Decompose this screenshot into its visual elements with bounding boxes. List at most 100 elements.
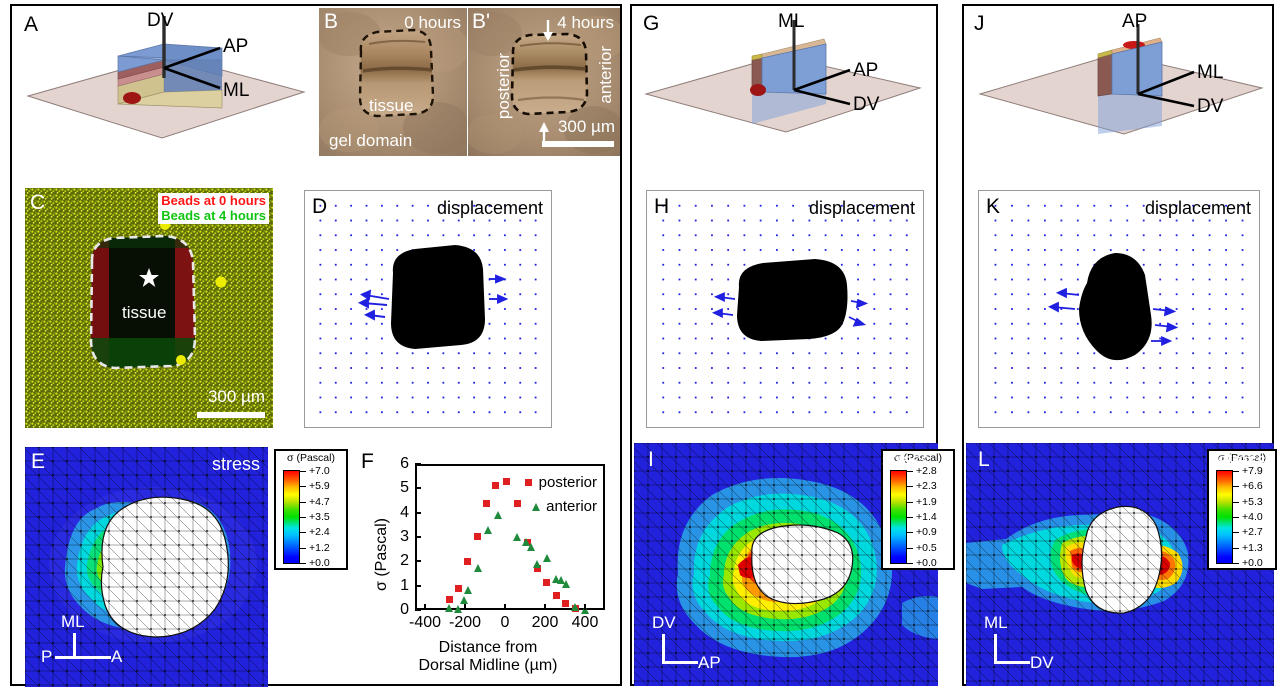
y-tick — [415, 560, 421, 563]
colorbar-label: +2.8 — [916, 465, 937, 477]
colorbar-label: +1.2 — [309, 541, 330, 554]
colorbar-tick — [1233, 471, 1239, 472]
panel-c-legend-green: Beads at 4 hours — [161, 207, 266, 223]
panel-j-axis-dv: DV — [1197, 96, 1224, 117]
colorbar-tick — [300, 547, 306, 549]
datapoint-posterior — [464, 558, 472, 566]
panel-c-image — [25, 188, 273, 428]
panel-e-stress: E stress ML P A — [25, 447, 268, 687]
datapoint-anterior — [542, 553, 551, 562]
datapoint-anterior — [552, 574, 561, 583]
panel-e-label: E — [31, 450, 46, 473]
panel-a-schematic: A DV AP ML — [14, 8, 314, 168]
panel-e-axis-p: P — [41, 647, 53, 666]
panel-f-legend-anterior: anterior — [532, 498, 597, 515]
y-tick-label: 0 — [400, 601, 409, 618]
colorbar-label: +6.6 — [1242, 480, 1263, 493]
colorbar-label: +7.9 — [1242, 465, 1263, 477]
colorbar-tick — [1233, 547, 1239, 549]
panel-c-label: C — [30, 191, 46, 214]
panel-f-legend-posterior: posterior — [524, 474, 597, 491]
panel-bprime-anterior-label: anterior — [596, 46, 615, 104]
colorbar-label: +0.9 — [916, 526, 937, 539]
datapoint-anterior — [580, 606, 589, 615]
y-tick-label: 1 — [400, 576, 409, 594]
x-tick-label: -200 — [448, 614, 482, 631]
x-tick-label: 400 — [571, 614, 599, 631]
panel-l-axis-indicator: ML DV — [984, 614, 1068, 674]
datapoint-posterior — [482, 500, 490, 508]
panel-g-axis-ap: AP — [853, 60, 879, 81]
colorbar-tick — [907, 501, 913, 503]
panel-f-scatter: F posterior anterior 0 1 2 3 4 5 6 -400 -200 0 20… — [357, 449, 619, 687]
colorbar-e-gradient — [283, 470, 300, 564]
colorbar-label: +0.0 — [1242, 557, 1263, 569]
colorbar-tick — [300, 517, 306, 518]
panel-c-scalebar — [197, 412, 265, 418]
colorbar-l-gradient — [1216, 470, 1233, 564]
colorbar-tick — [1233, 517, 1239, 518]
panel-j-axis-ml: ML — [1197, 62, 1224, 83]
colorbar-tick — [300, 532, 306, 534]
panel-b-label: B — [324, 10, 339, 33]
panel-k-title: displacement — [1144, 198, 1251, 218]
y-tick — [415, 463, 421, 465]
x-tick — [584, 604, 586, 610]
colorbar-label: +5.9 — [309, 480, 330, 493]
colorbar-tick — [907, 471, 913, 472]
colorbar-i-title: σ (Pascal) — [894, 452, 942, 464]
panel-i-axis-dv: DV — [652, 613, 676, 632]
panel-a-label: A — [24, 13, 39, 36]
panel-d-label: D — [312, 195, 328, 218]
panel-d-vectorfield — [319, 204, 537, 414]
panel-b-timestamp: 0 hours — [404, 13, 461, 32]
colorbar-tick — [907, 517, 913, 518]
panel-group-right: J AP ML DV — [962, 4, 1277, 686]
colorbar-i: σ (Pascal) +2.8 +2.3 +1.9 +1.4 +0.9 +0.5 +0.0 — [881, 449, 955, 570]
panel-group-left: A DV AP ML — [10, 4, 622, 687]
colorbar-tick — [1233, 563, 1239, 564]
colorbar-label: +1.9 — [916, 495, 937, 508]
datapoint-posterior — [533, 565, 541, 573]
colorbar-label: +7.0 — [309, 465, 330, 477]
panel-bprime-scalebar-label: 300 µm — [557, 117, 615, 136]
panel-a-axis-ap: AP — [223, 36, 249, 57]
panel-b-image — [319, 8, 467, 156]
panel-bprime-micrograph: B' 4 hours posterior anterior 300 µm — [468, 8, 620, 156]
y-tick-label: 5 — [400, 479, 409, 497]
panel-d-title: displacement — [436, 198, 543, 218]
panel-l-axis-ml: ML — [984, 613, 1008, 632]
datapoint-anterior — [512, 533, 521, 542]
panel-c-legend-red: Beads at 0 hours — [161, 193, 266, 208]
x-tick — [464, 604, 466, 610]
datapoint-anterior — [483, 525, 492, 534]
panel-e-axis-ml: ML — [61, 612, 85, 631]
colorbar-label: +0.5 — [916, 541, 937, 554]
datapoint-posterior — [561, 600, 569, 608]
panel-i-title: stress — [881, 450, 930, 470]
panel-h-displacement: H displacement — [646, 190, 924, 428]
x-tick — [504, 604, 506, 610]
y-tick — [415, 511, 421, 514]
colorbar-tick — [300, 501, 306, 503]
legend-marker-posterior — [524, 479, 532, 486]
y-tick — [415, 584, 421, 587]
panel-f-xlabel-line1: Distance from — [438, 639, 538, 656]
colorbar-tick — [907, 563, 913, 564]
x-tick-label: 200 — [531, 614, 559, 631]
colorbar-tick — [300, 471, 306, 472]
datapoint-posterior — [513, 499, 521, 507]
panel-i-axis-indicator: DV AP — [652, 614, 732, 674]
panel-g-schematic: G ML AP DV — [634, 8, 936, 168]
datapoint-anterior — [532, 560, 541, 569]
panel-a-axis-dv: DV — [147, 10, 174, 31]
colorbar-tick — [1233, 532, 1239, 534]
panel-e-axis-indicator: ML P A — [41, 612, 127, 671]
colorbar-label: +5.3 — [1242, 495, 1263, 508]
colorbar-label: +0.0 — [916, 557, 937, 569]
colorbar-tick — [300, 486, 306, 488]
panel-c-scalebar-label: 300 µm — [207, 387, 265, 406]
panel-h-vectorfield — [662, 204, 908, 414]
panel-j-axis-ap: AP — [1122, 11, 1148, 32]
